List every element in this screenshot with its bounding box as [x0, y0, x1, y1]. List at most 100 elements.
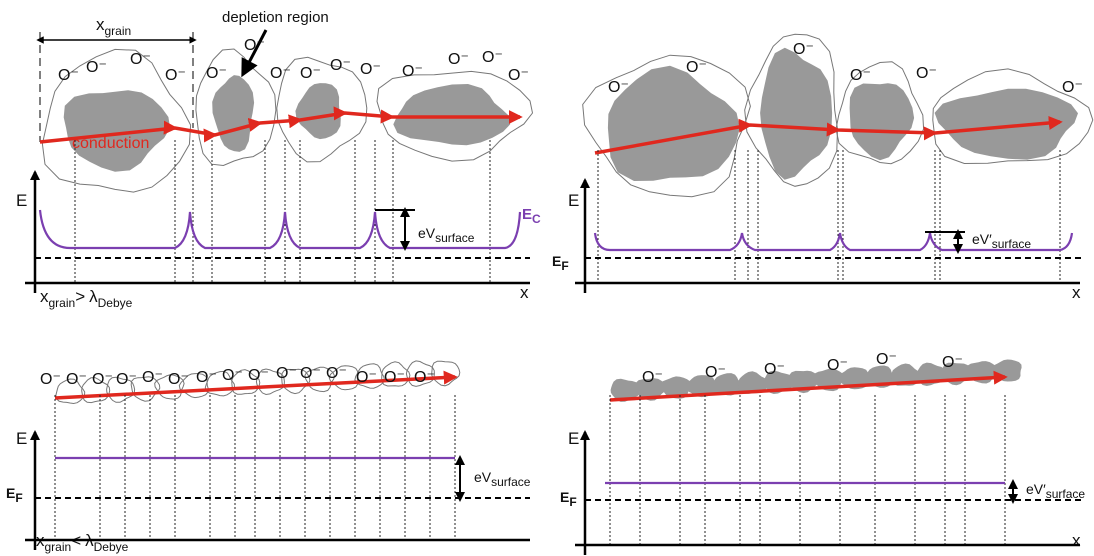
axes [25, 172, 530, 293]
conduction-path [54, 370, 458, 400]
oxygen-ion: O⁻ [1062, 79, 1083, 96]
grain-outline [304, 366, 335, 393]
label-sub: C [532, 212, 541, 226]
oxygen-ion: O⁻ [130, 51, 151, 68]
oxygen-ion: O⁻ [642, 369, 663, 386]
grain-outline [106, 376, 136, 403]
position-axis-label: x [1072, 283, 1081, 302]
label-main: eV [474, 469, 492, 485]
oxygen-ion: O⁻ [196, 369, 217, 386]
grain-outline [431, 360, 461, 387]
oxygen-ion: O⁻ [508, 67, 529, 84]
oxygen-ion: O⁻ [66, 371, 87, 388]
barrier-label: eV′surface [1026, 481, 1085, 501]
grain-outline [354, 363, 385, 389]
grain-outline [582, 54, 751, 198]
oxygen-ion: O⁻ [116, 371, 137, 388]
conduction-band [593, 232, 1074, 252]
grain-outline [55, 378, 86, 405]
grain-outline [130, 376, 161, 402]
grain-outline [328, 365, 359, 391]
grain-outline [255, 368, 285, 396]
fermi-label: EF [6, 485, 23, 505]
oxygen-ion: O⁻ [248, 367, 269, 384]
symbol-sub: Debye [94, 540, 129, 554]
conduction-label: conduction [72, 135, 149, 152]
annotation-arrow [241, 29, 268, 78]
axis-arrow [30, 430, 40, 440]
grain-outline [835, 61, 925, 165]
label-main: eV [418, 225, 436, 241]
grain-core [760, 47, 833, 180]
oxygen-ion: O⁻ [402, 63, 423, 80]
oxygen-ion: O⁻ [168, 371, 189, 388]
axis-arrow [30, 170, 40, 180]
label-main: eV′ [972, 231, 992, 247]
conduction-path [39, 106, 523, 144]
condition-label: xgrain> λDebye [40, 287, 133, 310]
grain-core [934, 88, 1078, 160]
fermi-label: EF [560, 489, 577, 509]
label-sub: surface [491, 475, 531, 489]
grain-core [659, 376, 692, 399]
grain-core [684, 375, 716, 398]
label-main: x [96, 15, 105, 34]
oxygen-ion: O⁻ [414, 369, 435, 386]
position-axis-label: x [1072, 531, 1081, 550]
oxygen-ion: O⁻ [850, 67, 871, 84]
grain-core [891, 363, 922, 386]
oxygen-ion: O⁻ [356, 369, 377, 386]
relation: > [75, 287, 85, 306]
grain-core [635, 378, 667, 401]
oxygen-ion: O⁻ [92, 371, 113, 388]
grain-core [738, 371, 769, 394]
oxygen-ion: O⁻ [222, 367, 243, 384]
label-main: eV′ [1026, 481, 1046, 497]
label-main: x [40, 287, 49, 306]
oxygen-ion: O⁻ [916, 65, 937, 82]
oxygen-ion: O⁻ [686, 59, 707, 76]
conduction-path [594, 116, 1063, 155]
label-sub: F [15, 491, 22, 505]
grain-core [849, 83, 915, 161]
label-sub: F [569, 495, 576, 509]
grain-core [610, 378, 641, 402]
conduction-band [38, 209, 522, 250]
oxygen-ion: O⁻ [142, 369, 163, 386]
oxygen-ion: O⁻ [58, 67, 79, 84]
label-main: E [552, 253, 561, 269]
oxygen-ion: O⁻ [384, 369, 405, 386]
oxygen-ion: O⁻ [705, 364, 726, 381]
energy-axis-label: E [16, 191, 27, 210]
grain-core [212, 75, 255, 152]
barrier-label: eV′surface [972, 231, 1031, 251]
oxygen-ion: O⁻ [827, 357, 848, 374]
label-sub: grain [105, 24, 132, 38]
grain-width-label: xgrain [96, 15, 131, 38]
oxygen-ion: O⁻ [482, 49, 503, 66]
conduction-path [609, 370, 1008, 402]
oxygen-ion: O⁻ [793, 41, 814, 58]
axes [575, 432, 1080, 555]
oxygen-ion: O⁻ [608, 79, 629, 96]
oxygen-ion: O⁻ [244, 37, 265, 54]
oxygen-ion: O⁻ [206, 65, 227, 82]
symbol: λ [89, 287, 98, 306]
grain-core [607, 65, 740, 181]
oxygen-ion: O⁻ [40, 371, 61, 388]
grain-outline [281, 368, 311, 395]
label-main: E [522, 206, 532, 223]
oxygen-ion: O⁻ [326, 365, 347, 382]
grain-outline [204, 370, 236, 397]
grain-core [295, 83, 341, 140]
axes [25, 432, 530, 550]
oxygen-ion: O⁻ [360, 61, 381, 78]
label-sub: surface [992, 237, 1032, 251]
oxygen-ion: O⁻ [448, 51, 469, 68]
grain-core [393, 84, 511, 146]
energy-axis-label: E [568, 429, 579, 448]
grain-outline [41, 48, 192, 193]
grain-core [63, 90, 171, 172]
oxygen-ion: O⁻ [300, 365, 321, 382]
